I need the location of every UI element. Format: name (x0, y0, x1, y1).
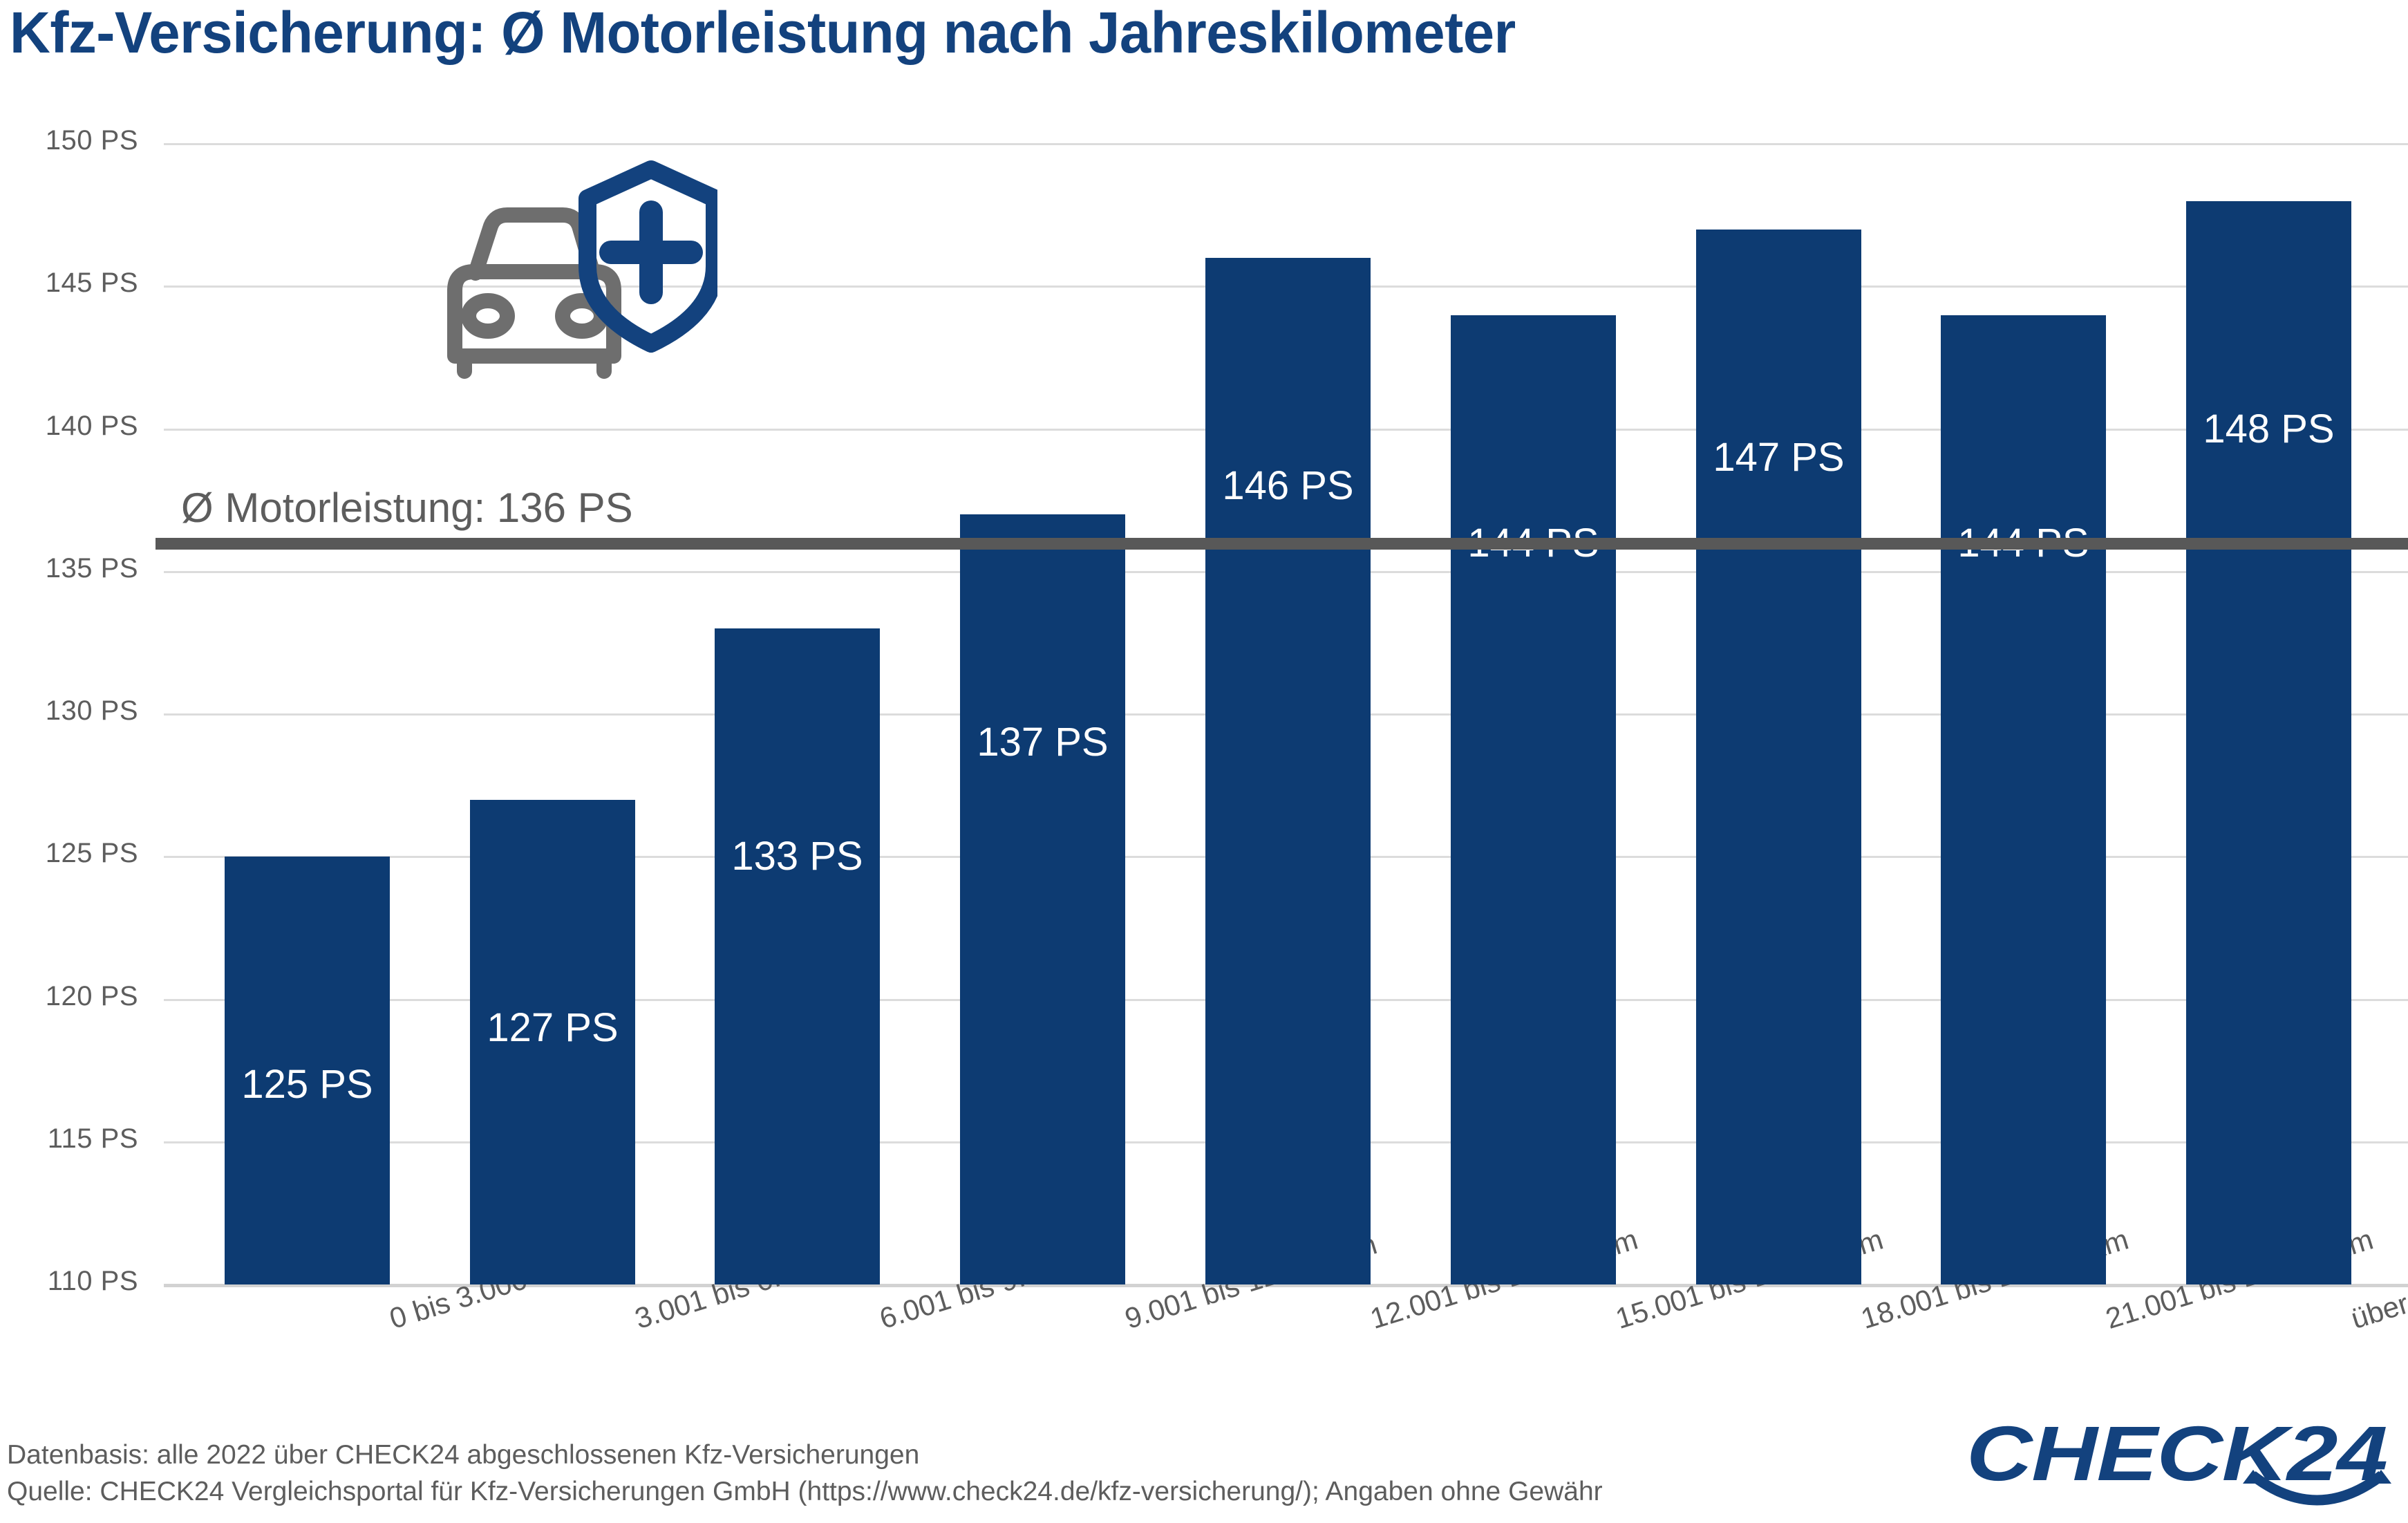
bar[interactable] (470, 800, 635, 1284)
bar[interactable] (2186, 201, 2351, 1284)
bar-value-label: 125 PS (241, 1062, 373, 1107)
x-axis-category-label: 9.001 bis 12.000 km (1121, 1227, 1380, 1335)
bar-value-label: 146 PS (1222, 463, 1354, 508)
y-axis-tick-label: 130 PS (45, 695, 138, 726)
y-axis-tick-label: 140 PS (45, 410, 138, 441)
y-axis-tick-label: 110 PS (47, 1266, 138, 1296)
bar-value-label: 147 PS (1713, 435, 1845, 480)
check24-logo-text: CHECK24 (1966, 1410, 2388, 1497)
y-axis-tick-label: 120 PS (45, 980, 138, 1011)
gridline (164, 143, 2408, 145)
bar-value-label: 133 PS (731, 834, 863, 879)
bar[interactable] (1696, 230, 1861, 1284)
y-axis-tick-label: 135 PS (45, 552, 138, 583)
y-axis-tick-label: 150 PS (45, 125, 138, 156)
x-axis-category-label: 6.001 bis 9.000 km (876, 1232, 1120, 1335)
x-axis-category-label: 15.001 bis 18.000 km (1611, 1222, 1887, 1335)
bar-value-label: 148 PS (2203, 407, 2335, 451)
bar-value-label: 137 PS (977, 720, 1109, 765)
footer-line-source: Quelle: CHECK24 Vergleichsportal für Kfz… (7, 1477, 1603, 1506)
y-axis-tick-label: 125 PS (45, 838, 138, 869)
y-axis-tick-label: 145 PS (45, 268, 138, 299)
bar[interactable] (1205, 258, 1371, 1284)
footer-notes: Datenbasis: alle 2022 über CHECK24 abges… (7, 1437, 1603, 1510)
x-axis-category-label: 18.001 bis 21.000 km (1856, 1222, 2132, 1335)
bar[interactable] (715, 628, 880, 1284)
x-axis-category-label: 0 bis 3.000 km (385, 1249, 576, 1335)
shield-plus-icon (579, 160, 724, 353)
double-arrow-swoosh-icon (2243, 1470, 2391, 1506)
bar[interactable] (1451, 315, 1616, 1284)
page-title: Kfz-Versicherung: Ø Motorleistung nach J… (10, 0, 1516, 65)
bar-value-label: 127 PS (487, 1005, 619, 1050)
x-axis-line (164, 1284, 2408, 1287)
bar[interactable] (225, 857, 390, 1284)
x-axis-category-label: über 24.000 km (2347, 1245, 2408, 1335)
average-reference-label: Ø Motorleistung: 136 PS (181, 484, 633, 531)
x-axis-category-label: 21.001 bis 24.000 km (2102, 1222, 2378, 1335)
x-axis-category-label: 12.001 bis 15.000 km (1366, 1222, 1642, 1335)
average-reference-line (156, 537, 2408, 550)
bar[interactable] (1941, 315, 2106, 1284)
car-front-icon (447, 207, 621, 379)
footer-line-databasis: Datenbasis: alle 2022 über CHECK24 abges… (7, 1440, 920, 1470)
car-insurance-icon (413, 149, 724, 384)
y-axis-tick-label: 115 PS (47, 1123, 138, 1154)
check24-logo: CHECK24 (1966, 1409, 2395, 1506)
x-axis-category-label: 3.001 bis 6.000 km (630, 1232, 875, 1335)
bar[interactable] (960, 514, 1125, 1284)
